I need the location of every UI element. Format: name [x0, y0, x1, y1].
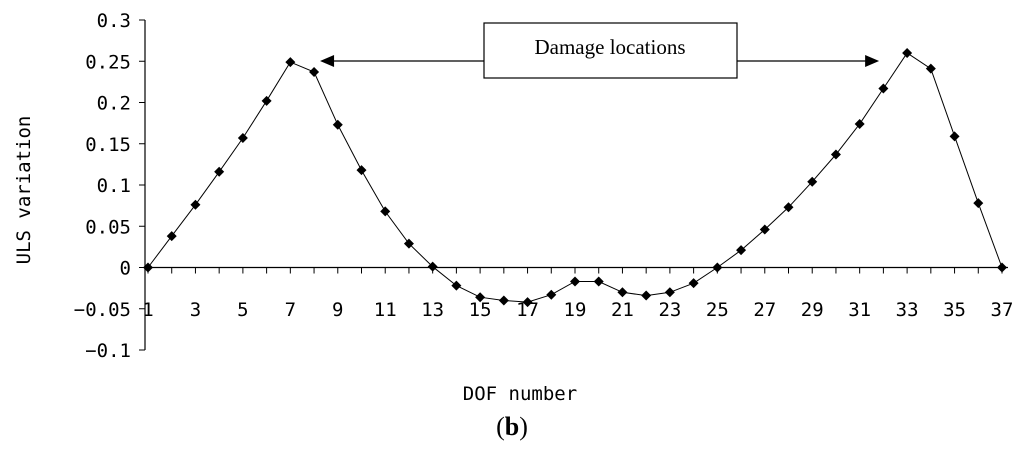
x-tick-label: 35	[943, 299, 966, 321]
data-point-marker	[166, 231, 177, 242]
data-point-marker	[617, 287, 628, 298]
data-point-marker	[641, 290, 652, 301]
x-tick-label: 3	[190, 299, 201, 321]
x-tick-label: 27	[753, 299, 776, 321]
data-point-marker	[997, 262, 1007, 273]
arrow-right-head	[865, 55, 880, 67]
data-point-marker	[546, 289, 557, 300]
data-point-marker	[973, 198, 984, 209]
data-point-marker	[925, 63, 936, 74]
x-tick-label: 29	[801, 299, 824, 321]
data-point-marker	[475, 292, 486, 303]
data-point-marker	[949, 131, 960, 142]
data-point-marker	[902, 48, 913, 58]
data-point-marker	[878, 83, 889, 94]
y-tick-label: −0.1	[85, 340, 131, 362]
data-point-marker	[214, 166, 225, 177]
x-tick-label: 15	[469, 299, 492, 321]
data-point-marker	[190, 199, 201, 210]
panel-label-letter: b	[504, 412, 520, 441]
data-point-marker	[570, 276, 580, 287]
y-tick-label: 0.15	[85, 134, 131, 156]
data-point-marker	[356, 165, 367, 176]
x-tick-label: 17	[516, 299, 539, 321]
data-point-marker	[522, 297, 533, 308]
arrow-left-head	[320, 55, 335, 67]
data-point-marker	[664, 287, 675, 298]
data-point-marker	[332, 119, 343, 130]
annotation-text: Damage locations	[534, 35, 685, 59]
x-tick-label: 9	[332, 299, 343, 321]
x-tick-label: 25	[706, 299, 729, 321]
data-point-marker	[237, 132, 248, 143]
data-point-marker	[736, 245, 747, 256]
x-tick-label: 11	[374, 299, 397, 321]
x-axis-title: DOF number	[463, 383, 577, 405]
data-point-marker	[261, 95, 272, 106]
series-line	[147, 52, 1003, 303]
data-point-marker	[498, 295, 509, 306]
line-chart: 0.30.250.20.150.10.050−0.05−0.11 3 5 7 9 11 13…	[13, 10, 1014, 405]
data-point-marker	[285, 57, 296, 68]
data-point-marker	[403, 238, 414, 249]
annotation-box	[483, 22, 738, 79]
x-tick-label: 7	[285, 299, 296, 321]
data-point-marker	[427, 261, 438, 272]
data-point-marker	[712, 262, 723, 273]
x-tick-label: 33	[896, 299, 919, 321]
y-tick-label: 0.3	[97, 10, 131, 32]
series-layer	[143, 48, 1007, 308]
y-tick-label: 0	[120, 258, 131, 280]
data-point-marker	[143, 262, 153, 273]
data-point-marker	[380, 206, 391, 217]
x-tick-label: 13	[421, 299, 444, 321]
data-point-marker	[807, 176, 818, 187]
y-tick-label: 0.25	[85, 51, 131, 73]
data-point-marker	[830, 149, 841, 160]
data-point-marker	[593, 276, 604, 287]
data-point-marker	[309, 66, 320, 77]
y-axis-title: ULS variation	[13, 116, 35, 265]
x-tick-label: 21	[611, 299, 634, 321]
axes: 0.30.250.20.150.10.050−0.05−0.11 3 5 7 9 11 13…	[74, 10, 1014, 362]
y-tick-label: 0.05	[85, 216, 131, 238]
y-tick-label: −0.05	[74, 299, 131, 321]
y-tick-label: 0.2	[97, 93, 131, 115]
data-point-marker	[854, 118, 865, 129]
data-point-marker	[688, 278, 699, 289]
annotation-layer: Damage locations	[320, 22, 880, 79]
data-point-marker	[451, 280, 462, 291]
x-tick-label: 1	[142, 299, 153, 321]
x-tick-label: 19	[564, 299, 587, 321]
data-point-marker	[783, 202, 794, 213]
x-tick-label: 23	[658, 299, 681, 321]
data-point-marker	[759, 224, 770, 235]
x-tick-label: 37	[991, 299, 1014, 321]
x-tick-label: 5	[237, 299, 248, 321]
panel-label: (b)	[496, 412, 528, 441]
y-tick-label: 0.1	[97, 175, 131, 197]
x-tick-label: 31	[848, 299, 871, 321]
